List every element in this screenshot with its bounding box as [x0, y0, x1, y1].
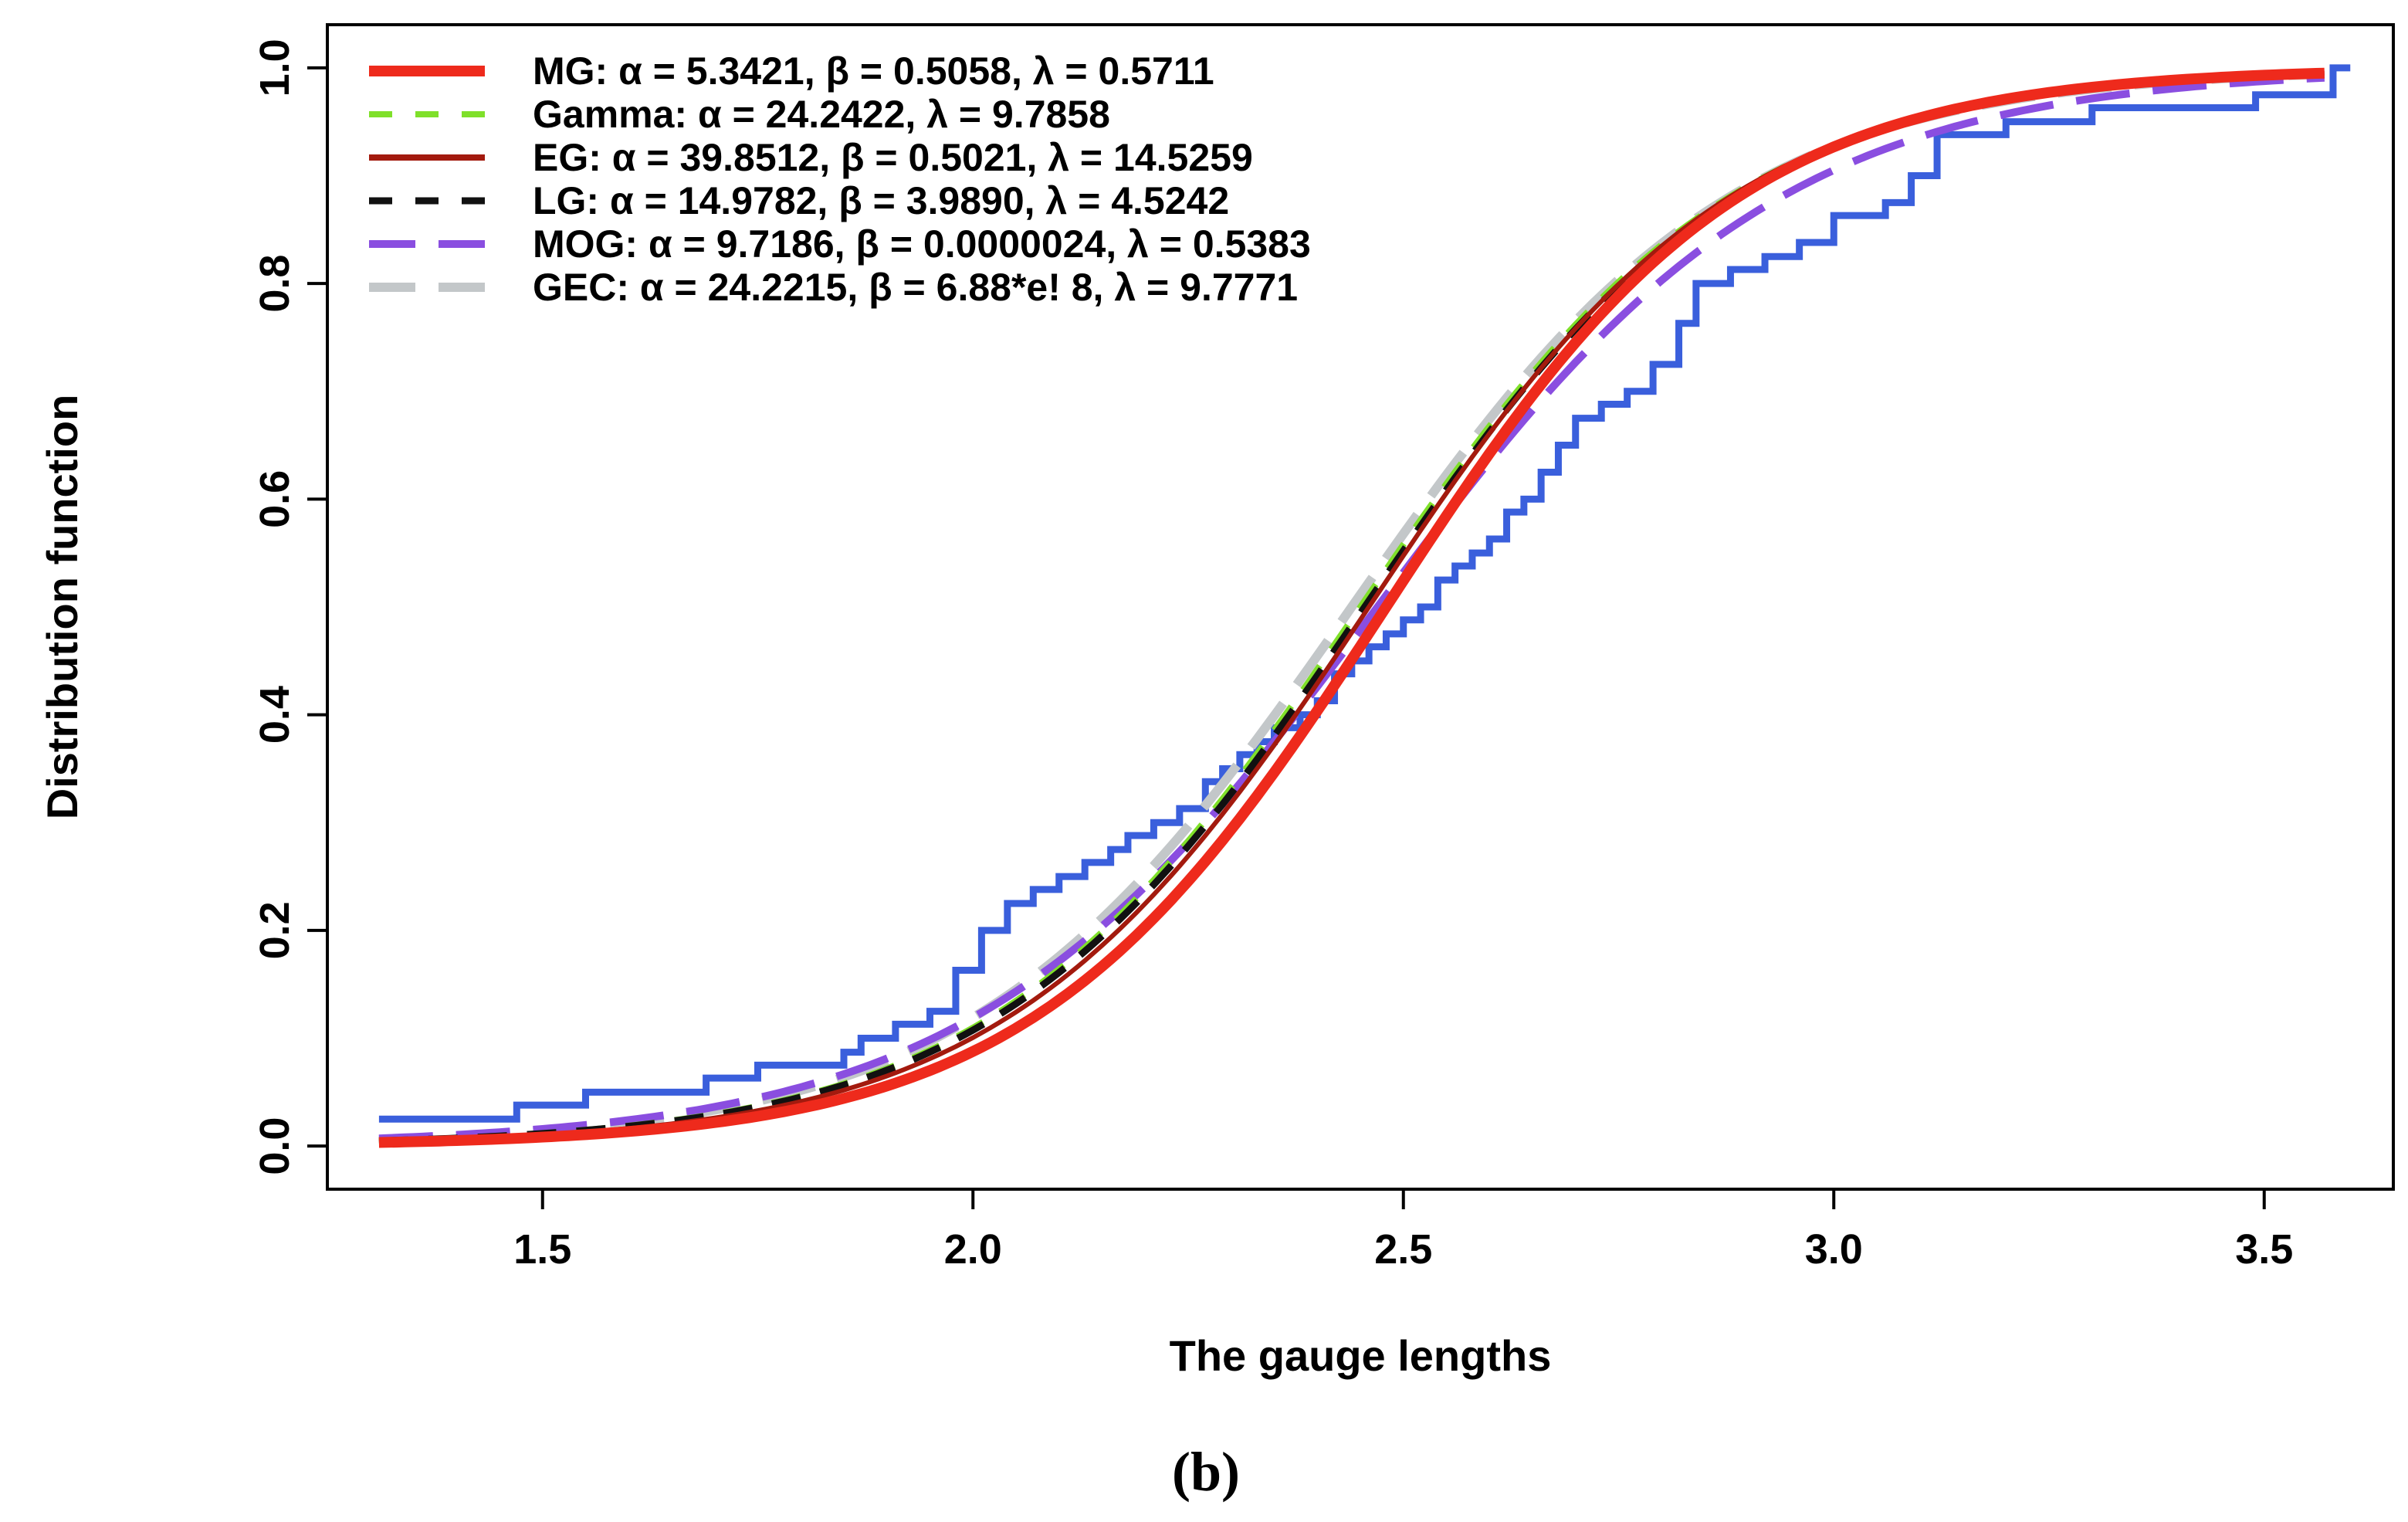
legend: MG: α = 5.3421, β = 0.5058, λ = 0.5711Ga… — [369, 49, 1311, 309]
x-tick-label: 3.0 — [1805, 1226, 1863, 1273]
y-tick-label: 1.0 — [252, 39, 298, 97]
legend-label-gamma: Gamma: α = 24.2422, λ = 9.7858 — [533, 93, 1110, 136]
panel-label: (b) — [1172, 1441, 1240, 1503]
y-tick-label: 0.6 — [252, 470, 298, 528]
plot-area — [378, 64, 2351, 1148]
legend-label-mog: MOG: α = 9.7186, β = 0.0000024, λ = 0.53… — [533, 222, 1311, 266]
legend-label-eg: EG: α = 39.8512, β = 0.5021, λ = 14.5259 — [533, 136, 1253, 179]
x-axis: 1.5 2.0 2.5 3.0 3.5 — [513, 1188, 2293, 1273]
legend-label-mg: MG: α = 5.3421, β = 0.5058, λ = 0.5711 — [533, 49, 1214, 93]
y-tick-label: 0.4 — [252, 686, 298, 744]
curve-mg — [378, 67, 2325, 1148]
y-axis: 0.0 0.2 0.4 0.6 0.8 1.0 — [252, 39, 329, 1175]
x-axis-title: The gauge lengths — [1170, 1331, 1552, 1380]
x-tick-label: 3.5 — [2235, 1226, 2293, 1273]
x-tick-label: 2.5 — [1374, 1226, 1432, 1273]
y-tick-label: 0.8 — [252, 255, 298, 313]
empirical-cdf-step — [378, 64, 2351, 1123]
legend-label-lg: LG: α = 14.9782, β = 3.9890, λ = 4.5242 — [533, 179, 1229, 222]
y-tick-label: 0.2 — [252, 901, 298, 959]
curve-mog — [378, 73, 2325, 1143]
x-tick-label: 1.5 — [513, 1226, 571, 1273]
y-axis-title: Distribution function — [38, 395, 86, 820]
y-tick-label: 0.0 — [252, 1117, 298, 1175]
legend-label-gec: GEC: α = 24.2215, β = 6.88*e! 8, λ = 9.7… — [533, 266, 1298, 309]
x-tick-label: 2.0 — [944, 1226, 1002, 1273]
